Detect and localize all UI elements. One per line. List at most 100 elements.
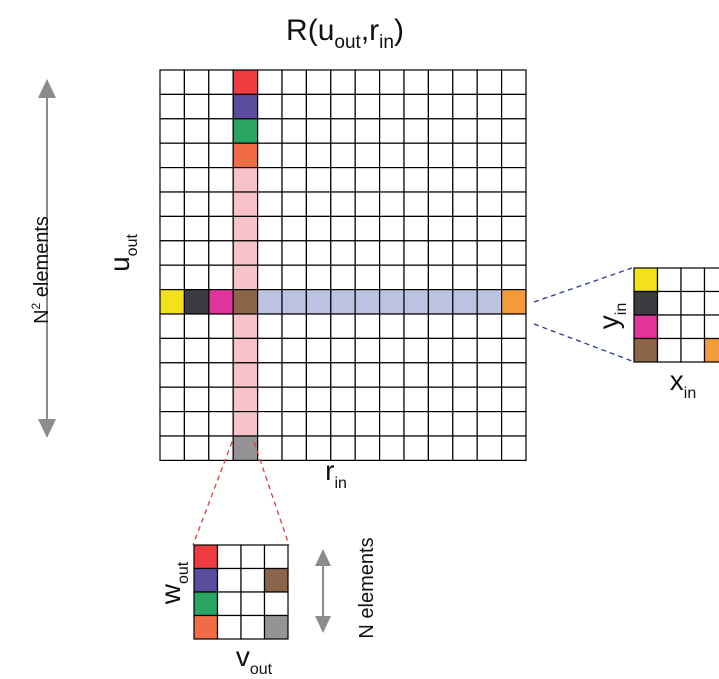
grid-cell: [159, 386, 185, 413]
arrow-head-down: [315, 616, 331, 633]
grid-cell: [452, 362, 478, 388]
grid-cell: [240, 591, 266, 617]
grid-cell: [656, 290, 682, 316]
grid-cell: [208, 313, 234, 339]
grid-cell-lavender: [427, 289, 454, 315]
grid-cell: [305, 313, 332, 339]
grid-cell: [281, 386, 307, 413]
grid-cell-green: [232, 118, 259, 144]
grid-cell: [281, 118, 307, 144]
grid-cell: [452, 264, 478, 291]
grid-cell: [501, 411, 527, 437]
grid-cell-orange: [703, 337, 719, 363]
grid-cell: [501, 435, 527, 461]
grid-cell: [452, 191, 478, 217]
grid-cell: [354, 167, 381, 193]
n-elements-label: N elements: [356, 537, 378, 638]
grid-cell: [208, 362, 234, 388]
grid-cell-orange: [501, 289, 527, 315]
grid-cell: [159, 337, 185, 364]
grid-cell: [476, 167, 503, 193]
grid-cell: [476, 337, 503, 364]
grid-cell: [257, 167, 283, 193]
grid-cell: [656, 314, 682, 340]
grid-cell-orange_red: [193, 614, 219, 640]
grid-cell: [216, 544, 242, 570]
grid-cell: [257, 435, 283, 461]
grid-cell: [208, 411, 234, 437]
grid-cell: [379, 69, 405, 95]
grid-cell: [257, 215, 283, 242]
grid-cell-brown: [263, 567, 289, 593]
grid-cell: [403, 313, 429, 339]
grid-cell: [183, 240, 210, 266]
grid-cell: [330, 362, 356, 388]
grid-cell: [403, 411, 429, 437]
grid-cell-pink: [232, 386, 259, 413]
grid-cell: [476, 313, 503, 339]
grid-cell: [656, 337, 682, 363]
grid-cell: [379, 362, 405, 388]
grid-cell-green: [193, 591, 219, 617]
grid-cell: [403, 264, 429, 291]
grid-cell: [476, 215, 503, 242]
grid-cell: [216, 567, 242, 593]
grid-cell: [452, 142, 478, 169]
grid-cell: [257, 142, 283, 169]
grid-cell: [476, 264, 503, 291]
grid-cell-lavender: [257, 289, 283, 315]
grid-cell-pink: [232, 362, 259, 388]
arrow-head-down: [38, 419, 56, 438]
grid-cell: [354, 215, 381, 242]
grid-cell-yellow: [633, 267, 659, 293]
grid-cell: [501, 337, 527, 364]
grid-cell: [330, 313, 356, 339]
grid-cell: [330, 118, 356, 144]
grid-cell: [208, 167, 234, 193]
r-in-label: rin: [325, 455, 347, 492]
grid-cell: [281, 362, 307, 388]
grid-cell-lavender: [281, 289, 307, 315]
grid-cell: [305, 167, 332, 193]
grid-cell-yellow: [159, 289, 185, 315]
grid-cell: [183, 411, 210, 437]
grid-cell: [427, 118, 454, 144]
grid-cell: [403, 191, 429, 217]
grid-cell: [379, 93, 405, 120]
grid-cell: [305, 118, 332, 144]
grid-cell-pink: [232, 240, 259, 266]
grid-cell: [680, 290, 706, 316]
grid-cell: [403, 215, 429, 242]
grid-cell: [257, 264, 283, 291]
grid-cell: [330, 167, 356, 193]
grid-cell-dark_gray: [183, 289, 210, 315]
output-projection-lines: [192, 441, 290, 546]
grid-cell: [427, 411, 454, 437]
grid-cell: [354, 337, 381, 364]
grid-cell: [281, 337, 307, 364]
grid-cell: [263, 544, 289, 570]
grid-cell: [476, 93, 503, 120]
grid-cell: [183, 118, 210, 144]
grid-cell: [452, 215, 478, 242]
grid-cell: [305, 69, 332, 95]
grid-cell: [501, 240, 527, 266]
grid-cell-pink: [232, 313, 259, 339]
grid-cell: [208, 264, 234, 291]
grid-cell: [703, 314, 719, 340]
grid-cell: [354, 264, 381, 291]
input-image-grid: [633, 267, 719, 363]
response-matrix-grid: [159, 69, 527, 461]
grid-cell: [208, 435, 234, 461]
grid-cell: [257, 313, 283, 339]
grid-cell: [379, 411, 405, 437]
grid-cell: [354, 118, 381, 144]
grid-cell: [159, 93, 185, 120]
grid-cell: [379, 313, 405, 339]
grid-cell: [159, 240, 185, 266]
grid-cell: [257, 240, 283, 266]
grid-cell: [159, 69, 185, 95]
grid-cell: [427, 362, 454, 388]
small-double-arrow: [315, 549, 331, 633]
grid-cell: [703, 290, 719, 316]
